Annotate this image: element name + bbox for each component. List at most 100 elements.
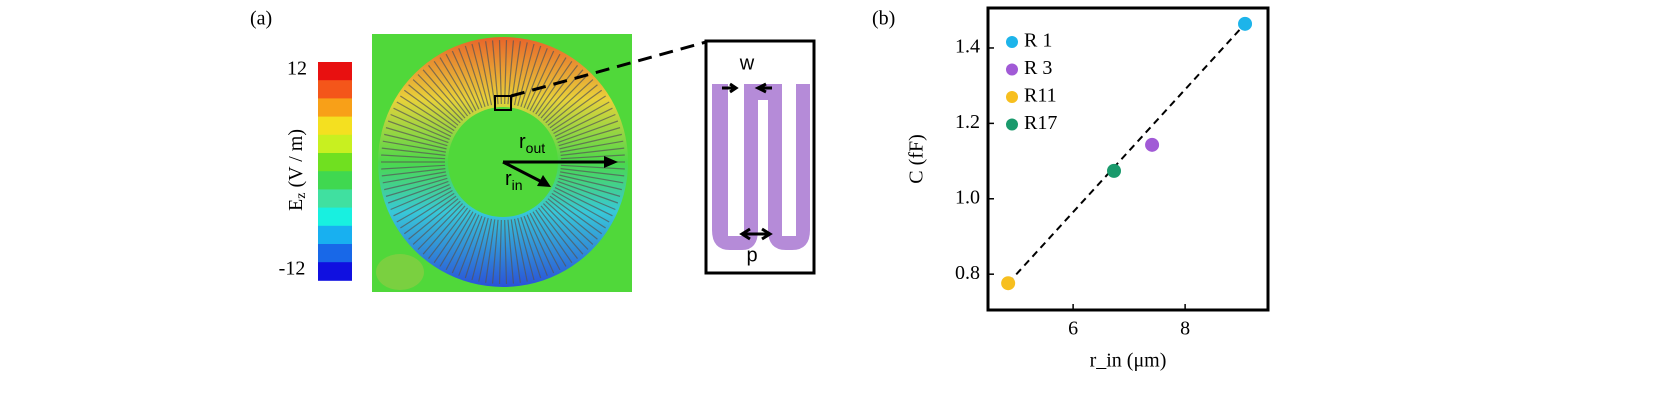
r-out-label: rout [519, 131, 545, 155]
meander-line [498, 219, 502, 284]
meander-line [504, 219, 508, 284]
meander-line [445, 213, 477, 271]
field-blob [376, 254, 424, 290]
meander-line [471, 43, 489, 107]
meander-line [381, 164, 446, 170]
legend-marker [1006, 91, 1018, 103]
meander-line [507, 219, 515, 284]
meander-line [558, 177, 621, 197]
colorbar-cell [318, 116, 352, 136]
meander-line [520, 45, 542, 108]
meander-line [471, 217, 489, 281]
meander-line [554, 107, 613, 137]
meander-line [560, 154, 625, 160]
x-axis-label: r_in (μm) [1090, 350, 1167, 372]
meander-line [556, 113, 616, 140]
meander-line [545, 200, 594, 245]
meander-line [558, 127, 621, 147]
chart: (b) 6 8 0.8 1.0 1.2 1.4 r_in (μm) C (fF) R 1 R 3 R1… [872, 6, 1270, 372]
r-in-arrow [502, 160, 543, 184]
p-label: p [746, 244, 757, 266]
meander-line [451, 214, 480, 274]
colorbar [318, 62, 352, 281]
colorbar-cell [318, 244, 352, 263]
meander-line [537, 207, 578, 259]
meander-line [396, 101, 453, 135]
meander-line [537, 65, 578, 117]
meander-line [439, 57, 474, 113]
axes-frame [986, 6, 1270, 312]
meander-line [393, 107, 452, 137]
w-arrows [722, 82, 772, 94]
meander-line [382, 171, 446, 184]
colorbar-title-unit: (V / m) [285, 129, 307, 193]
meander-line [560, 147, 625, 156]
colorbar-cell [318, 153, 352, 172]
colorbar-cell [318, 134, 352, 154]
meander-line [491, 219, 499, 284]
meander-line [535, 209, 573, 264]
meander [381, 40, 625, 284]
meander-line [403, 195, 457, 235]
meander-line [417, 74, 464, 121]
meander-line [557, 180, 619, 204]
meander-line [464, 45, 486, 108]
meander-line [547, 198, 598, 240]
meander-line [551, 95, 606, 132]
meander-line [428, 207, 469, 259]
y-tick-label: 1.0 [955, 186, 980, 208]
point [1107, 163, 1121, 178]
legend-label: R 3 [1024, 57, 1052, 79]
meander-line [542, 74, 589, 121]
r-in-main: r [505, 168, 512, 190]
y-axis-label: C (fF) [906, 134, 928, 183]
meander-line [560, 140, 624, 153]
colorbar-cell [318, 80, 352, 99]
meander-line [560, 164, 625, 170]
meander-line [526, 214, 555, 274]
y-tick-label: 0.8 [955, 262, 980, 284]
meander-line [445, 53, 477, 111]
meander-line [498, 40, 502, 105]
meander-line [382, 140, 446, 153]
meander-line [478, 218, 493, 282]
meander-line [540, 205, 584, 255]
colorbar-max: 12 [287, 58, 307, 80]
legend-marker [1006, 118, 1018, 131]
meander-line [387, 120, 449, 144]
meander-line [517, 217, 535, 281]
colorbar-cell [318, 189, 352, 208]
r-out-sub: out [526, 140, 546, 156]
meander-line [458, 215, 483, 276]
meander-line [390, 184, 450, 211]
legend-label: R17 [1024, 112, 1057, 134]
meander-line [385, 127, 448, 147]
meander-line [553, 101, 610, 135]
meander-line [393, 187, 452, 217]
meander-line [400, 192, 455, 229]
meander-line [529, 213, 561, 271]
meander-line [542, 203, 589, 250]
legend-label: R 1 [1024, 30, 1052, 52]
x-tick-label: 8 [1180, 318, 1190, 340]
meander-line [408, 198, 459, 240]
meander-line [384, 174, 447, 191]
point [1001, 276, 1016, 291]
meander-line [549, 195, 603, 235]
meander-line [412, 200, 461, 245]
meander-line [529, 53, 561, 111]
meander-line [428, 65, 469, 117]
fit-line [1007, 23, 1246, 284]
meander-line [384, 133, 447, 150]
colorbar-title-main: E [285, 199, 307, 211]
meander-line [510, 219, 521, 283]
meander-line [400, 95, 455, 132]
colorbar-title: Ez (V / m) [285, 129, 310, 211]
meander-line [451, 50, 480, 110]
meander-line [381, 147, 446, 156]
meander-line [396, 189, 453, 223]
legend-label: R11 [1024, 85, 1057, 107]
meander-line [390, 113, 450, 140]
meander-line [523, 48, 548, 109]
